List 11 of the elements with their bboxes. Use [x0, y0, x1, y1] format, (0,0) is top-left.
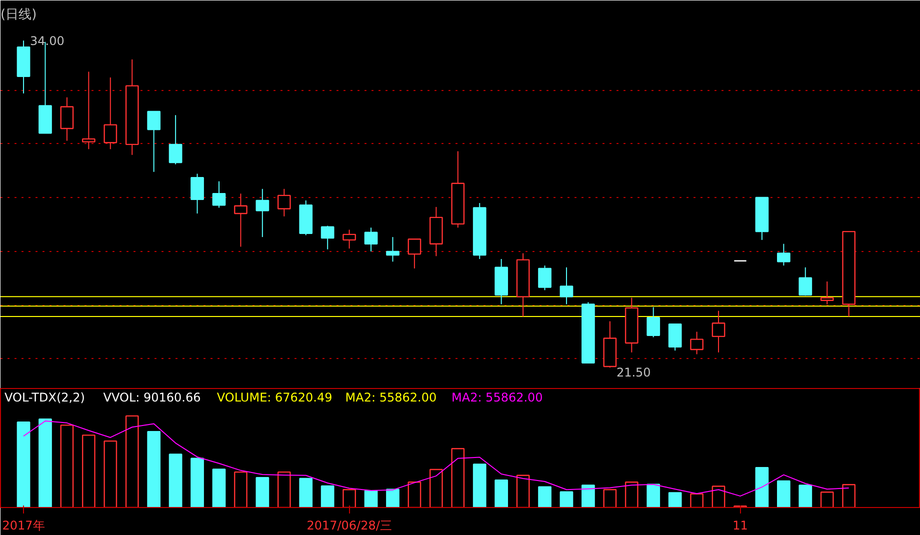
- text: MA2: 55862.00: [452, 390, 543, 405]
- chart-title: VOL-TDX(2,2): [4, 390, 85, 405]
- chart-title: (日线): [0, 8, 37, 22]
- text: VOLUME: 67620.49: [216, 390, 332, 405]
- text: MA2: 55862.00: [345, 390, 437, 405]
- x-tick-label: 11: [732, 518, 748, 532]
- annotation: 21.50: [616, 366, 651, 380]
- x-tick-label: 2017年: [2, 518, 45, 532]
- text: VVOL: 90160.66: [103, 390, 201, 405]
- x-tick-label: 2017/06/28/三: [306, 518, 392, 532]
- annotation: 34.00: [30, 34, 64, 48]
